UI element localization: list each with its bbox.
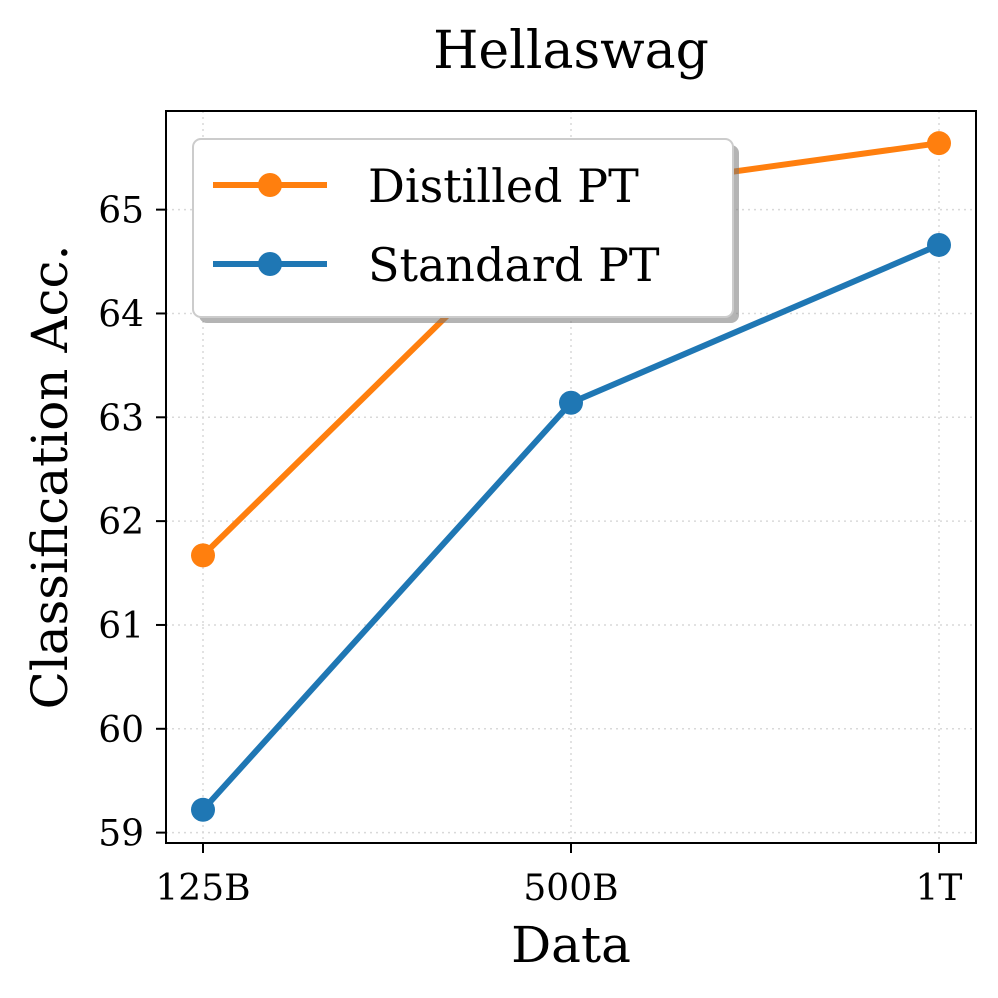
x-axis-label: Data [511,916,631,974]
legend-item: Distilled PT [213,159,639,213]
y-axis: 59 60 61 62 63 64 65 [98,191,166,855]
legend-item: Standard PT [213,238,660,292]
y-tick-label: 62 [98,502,144,543]
y-tick-label: 59 [98,814,144,855]
legend-marker [258,173,282,197]
legend-items: Distilled PT Standard PT [213,159,660,292]
y-tick-label: 63 [98,398,144,439]
data-point [927,232,951,257]
legend-marker [258,252,282,276]
chart-title: Hellaswag [433,21,709,81]
x-tick-label: 1T [916,868,963,909]
legend-label: Distilled PT [368,159,639,213]
data-point [927,131,951,156]
x-axis: 125B 500B 1T [155,843,962,909]
legend-box [192,138,734,318]
series-standard-pt [191,232,951,822]
y-tick-label: 60 [98,710,144,751]
legend-label: Standard PT [368,238,660,292]
data-point [191,543,215,568]
y-tick-label: 64 [98,294,144,335]
data-point [191,797,215,822]
series-line [200,242,941,812]
legend: Distilled PT Standard PT [192,138,739,323]
y-axis-label: Classification Acc. [21,245,79,710]
x-tick-label: 125B [155,868,250,909]
x-tick-label: 500B [523,868,618,909]
y-tick-label: 65 [98,191,144,232]
y-tick-label: 61 [98,606,144,647]
data-point [559,390,583,415]
